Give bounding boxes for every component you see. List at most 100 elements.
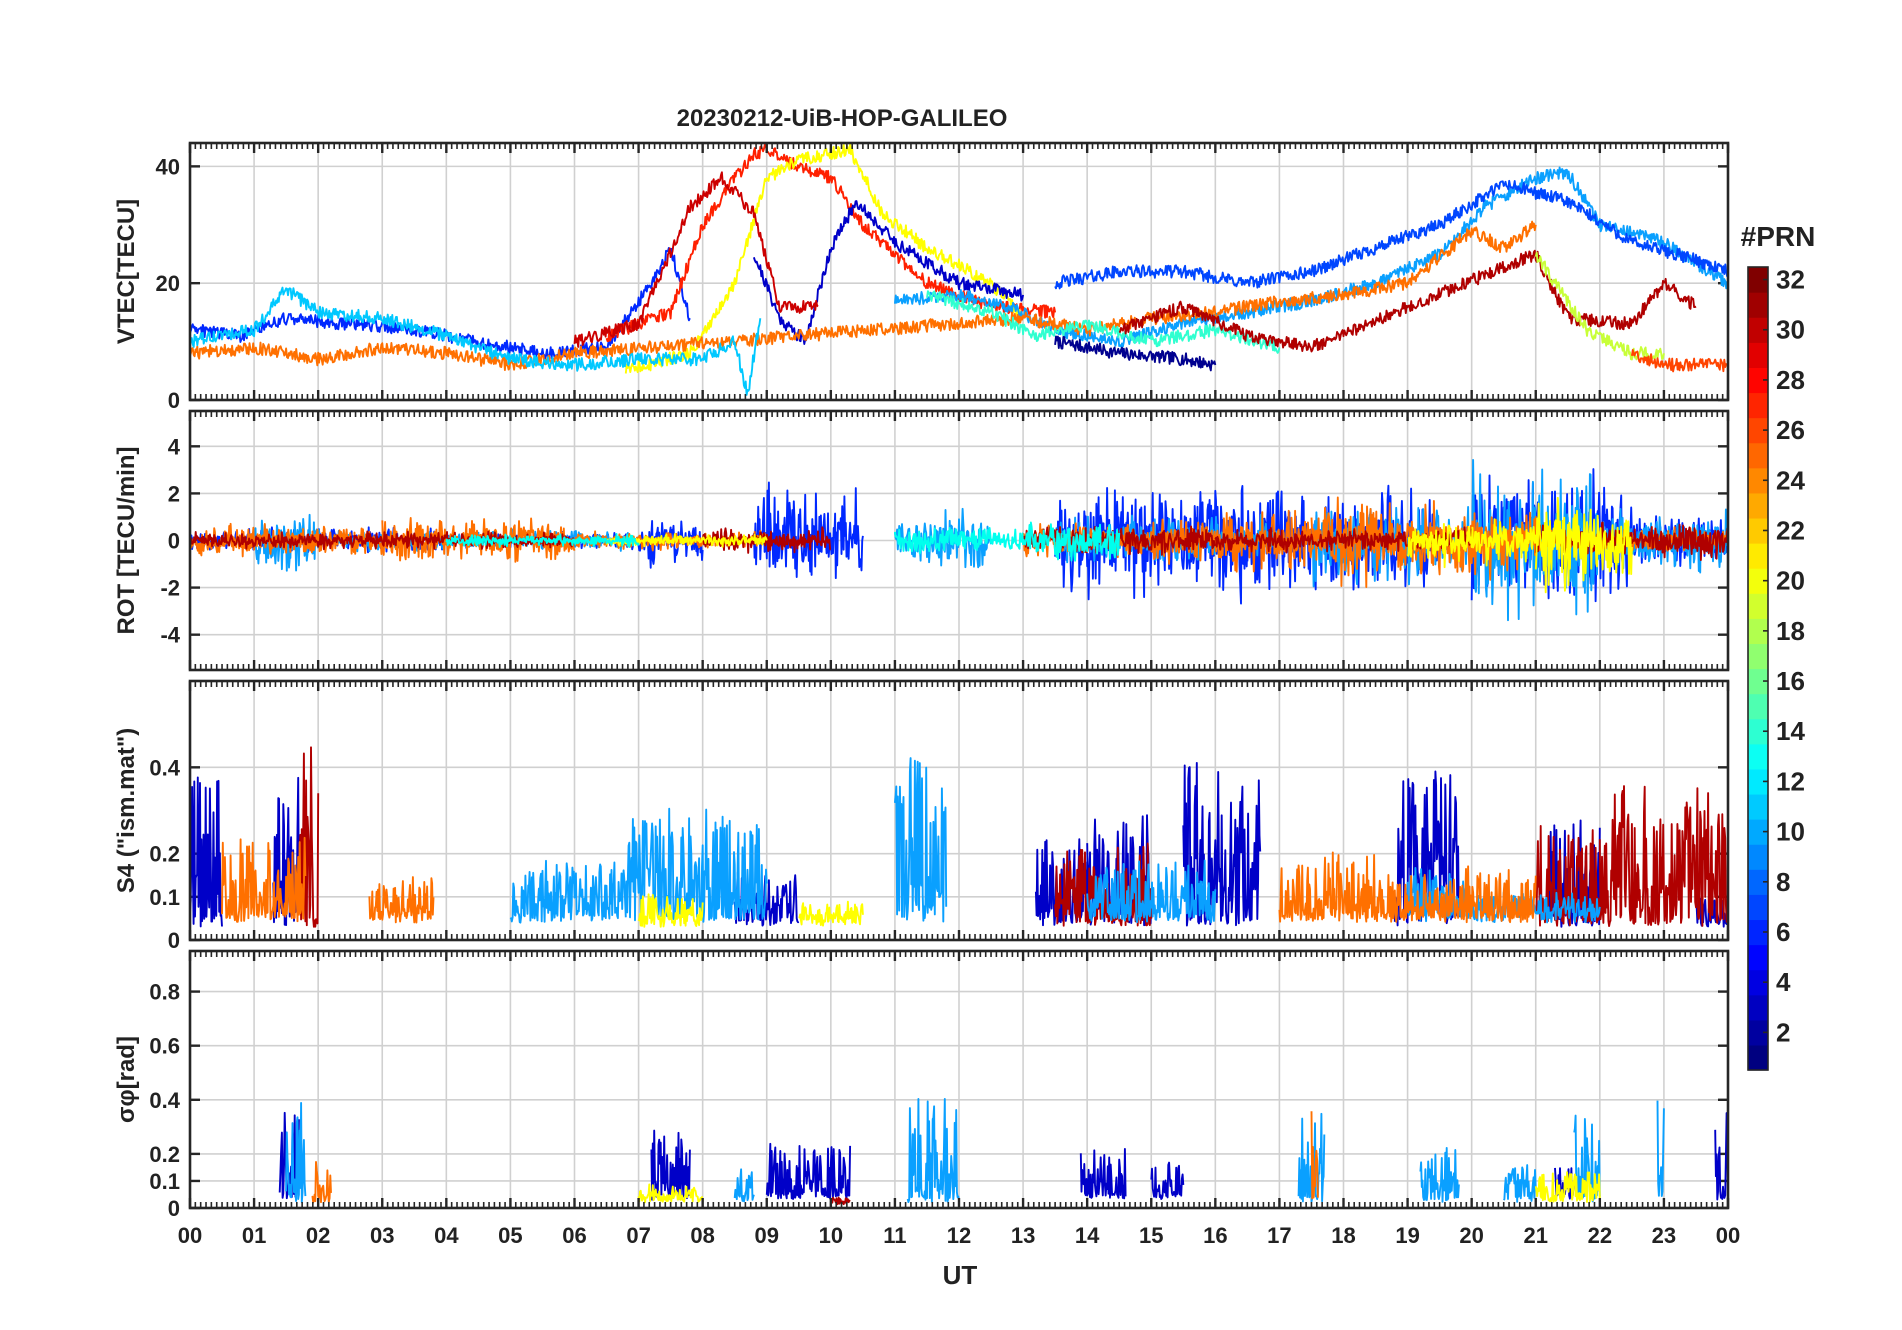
x-axis-label: UT [943,1260,978,1290]
x-tick-label: 10 [819,1223,843,1248]
series-prn-28 [605,143,1057,343]
colorbar-segment [1748,944,1768,971]
y-tick-label: 0 [168,529,180,554]
colorbar-tick-label: 20 [1776,566,1805,596]
colorbar-tick-label: 6 [1776,917,1790,947]
y-tick-label: 0.6 [149,1034,180,1059]
colorbar-segment [1748,793,1768,820]
colorbar-tick-label: 24 [1776,465,1805,495]
colorbar-segment [1748,593,1768,619]
colorbar-segment [1748,442,1768,469]
x-tick-label: 07 [626,1223,650,1248]
series-group [190,458,1728,622]
y-tick-label: 4 [168,434,181,459]
panel-4: 00.10.2 0.4 0.6 0.8 σφ[rad] [113,949,1730,1221]
colorbar-tick-label: 2 [1776,1017,1790,1047]
x-tick-label: 08 [690,1223,714,1248]
colorbar-tick-label: 28 [1776,365,1805,395]
colorbar-segment [1748,292,1768,318]
colorbar-tick-label: 18 [1776,616,1805,646]
x-tick-label: 09 [755,1223,779,1248]
series-prn-18 [1534,251,1665,361]
series-group [190,746,1728,928]
colorbar-segment [1748,618,1768,644]
x-tick-label: 04 [434,1223,459,1248]
x-tick-label: 06 [562,1223,586,1248]
x-tick-label: 13 [1011,1223,1035,1248]
x-tick-label: 14 [1075,1223,1100,1248]
colorbar-tick-label: 16 [1776,666,1805,696]
x-tick-label: 18 [1331,1223,1355,1248]
colorbar-segment [1748,317,1768,343]
colorbar-tick-label: 22 [1776,515,1805,545]
x-tick-label: 21 [1524,1223,1548,1248]
x-tick-label: 17 [1267,1223,1291,1248]
colorbar-segment [1748,467,1768,494]
colorbar-segment [1748,919,1768,946]
series-prn-24 [311,1111,1319,1204]
colorbar-tick-label: 14 [1776,716,1805,746]
series-prn-30 [829,1196,851,1206]
colorbar-segment [1748,969,1768,996]
colorbar-frame [1747,266,1769,1071]
y-tick-label: 40 [156,154,180,179]
y-axis-label: σφ[rad] [113,1036,140,1123]
y-tick-label: 0.4 [149,1088,180,1113]
colorbar-segment [1748,768,1768,795]
colorbar-tick-label: 32 [1776,265,1805,295]
colorbar-tick-label: 26 [1776,415,1805,445]
y-tick-label: -4 [160,623,180,648]
panel-frame [188,409,1730,672]
series-prn-14 [445,521,1121,562]
x-tick-label: 05 [498,1223,522,1248]
panel-1: 0 20 40 VTEC[TECU] [113,141,1730,413]
colorbar-segment [1748,342,1768,368]
series-prn-12 [285,1097,1665,1204]
chart-title: 20230212-UiB-HOP-GALILEO [677,105,1008,132]
colorbar-segment [1748,367,1768,394]
x-tick-label: 01 [242,1223,266,1248]
series-prn-31 [573,171,819,348]
series-group [190,143,1728,396]
y-tick-label: 0 [168,388,180,413]
colorbar-tick-label: 10 [1776,817,1805,847]
x-tick-label: 20 [1459,1223,1483,1248]
y-tick-label: 0.8 [149,980,180,1005]
y-tick-label: 0 [168,928,180,953]
colorbar-segment [1748,568,1768,594]
colorbar-segment [1748,543,1768,569]
y-axis-label: S4 ("ism.mat") [113,728,140,893]
colorbar-segment [1748,643,1768,670]
y-tick-label: 0.4 [149,755,180,780]
panel-frame [188,141,1730,402]
panel-2: -4 -2 0 2 4 ROT [TECU/min] [113,409,1730,672]
x-axis: 00 01 02 03 04 05 06 07 08 09 10 11 12 13 14 15 16 17 18 19… [178,1223,1740,1248]
x-tick-label: 12 [947,1223,971,1248]
x-tick-label: 03 [370,1223,394,1248]
series-prn-10 [190,286,762,396]
series-prn-5 [190,247,691,360]
series-group [278,1097,1728,1206]
colorbar-tick-label: 30 [1776,315,1805,345]
colorbar-segment [1748,1019,1768,1046]
x-tick-label: 00 [178,1223,202,1248]
series-prn-1 [1054,335,1217,372]
colorbar-segment [1748,743,1768,770]
colorbar-segment [1748,392,1768,419]
series-prn-30 [1118,249,1697,353]
colorbar-tick-label: 8 [1776,867,1790,897]
series-prn-20 [637,893,864,928]
colorbar-segment [1748,693,1768,720]
colorbar-tick-label: 4 [1776,967,1791,997]
x-tick-label: 16 [1203,1223,1227,1248]
colorbar-segment [1748,1044,1768,1071]
panel-frame [188,949,1730,1210]
panel-frame [188,679,1730,942]
colorbar-segment [1748,718,1768,745]
colorbar-segment [1748,417,1768,444]
colorbar-segment [1748,869,1768,895]
x-tick-label: 15 [1139,1223,1163,1248]
panel-3: 0 0.1 0.2 0.4 S4 ("ism.mat") [113,679,1730,953]
y-tick-label: 0.1 [149,885,180,910]
y-tick-label: 2 [168,481,180,506]
